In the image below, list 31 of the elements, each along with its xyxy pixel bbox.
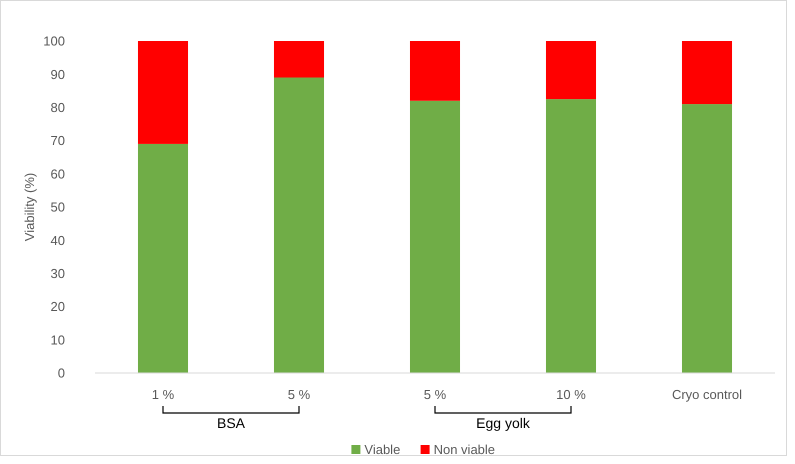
bar (138, 41, 188, 144)
y-tick-label: 100 (43, 34, 65, 49)
bar (274, 41, 324, 78)
x-tick-label: 5 % (424, 387, 447, 402)
y-tick-label: 20 (50, 299, 65, 314)
y-tick-label: 50 (50, 200, 65, 215)
x-tick-label: 10 % (556, 387, 586, 402)
legend-label: Non viable (434, 442, 496, 457)
x-tick-label: Cryo control (672, 387, 742, 402)
text: BSA (216, 415, 246, 431)
bar (138, 144, 188, 373)
y-tick-label: 70 (50, 133, 65, 148)
y-tick-label: 0 (58, 366, 65, 381)
bar (546, 99, 596, 373)
text: Egg yolk (476, 415, 531, 431)
legend-label: Viable (364, 442, 400, 457)
y-tick-label: 40 (50, 232, 65, 248)
bar (410, 41, 460, 101)
y-tick-label: 60 (50, 166, 65, 182)
x-tick-label: 1 % (152, 387, 175, 402)
y-tick-label: 30 (50, 266, 65, 281)
bar (682, 41, 732, 104)
bar (682, 104, 732, 373)
x-tick-label: 5 % (288, 387, 311, 402)
bar (410, 100, 460, 373)
y-axis-title: Viability (%) (22, 172, 37, 242)
y-tick-label: 10 (50, 332, 65, 348)
bar (274, 78, 324, 373)
y-tick-label: 90 (50, 66, 65, 82)
y-tick-label: 80 (50, 100, 65, 115)
bar (546, 41, 596, 100)
